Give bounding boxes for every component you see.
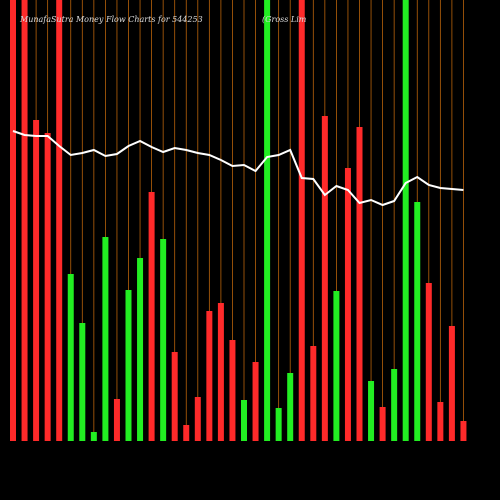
bar xyxy=(10,0,16,441)
bar xyxy=(379,407,386,441)
bar xyxy=(113,399,120,441)
bar xyxy=(368,381,375,441)
bar xyxy=(344,168,351,441)
flow-line xyxy=(12,130,464,207)
bar xyxy=(414,202,421,441)
chart-subtitle: (Gross Lim xyxy=(262,15,307,24)
bar xyxy=(437,402,444,441)
bar xyxy=(298,0,305,441)
bar xyxy=(460,421,467,441)
bar xyxy=(194,397,201,441)
bar xyxy=(56,0,63,441)
bar xyxy=(310,346,317,441)
bar xyxy=(183,425,190,441)
chart-title: MunafaSutra Money Flow Charts for 544253 xyxy=(19,15,203,24)
bar xyxy=(125,290,132,441)
bar xyxy=(160,239,167,441)
bar xyxy=(391,369,398,441)
bar xyxy=(137,258,144,441)
bar xyxy=(275,408,282,441)
bar xyxy=(252,362,259,441)
bar xyxy=(67,274,74,441)
bars xyxy=(10,0,467,441)
bar xyxy=(21,0,28,441)
bar xyxy=(217,303,224,441)
bar xyxy=(229,340,236,441)
bar xyxy=(102,237,109,441)
bar xyxy=(206,311,213,441)
bar xyxy=(44,133,51,441)
bar xyxy=(33,120,40,441)
bar xyxy=(356,127,363,441)
bar xyxy=(148,192,155,441)
bar xyxy=(333,291,340,441)
bar xyxy=(79,323,86,441)
bar xyxy=(241,400,247,441)
bar xyxy=(264,0,271,441)
bar xyxy=(321,116,328,441)
bar xyxy=(425,283,432,441)
bar xyxy=(90,432,97,441)
bar xyxy=(448,326,455,441)
bar xyxy=(402,0,409,441)
bar xyxy=(287,373,294,441)
bar xyxy=(171,352,178,441)
